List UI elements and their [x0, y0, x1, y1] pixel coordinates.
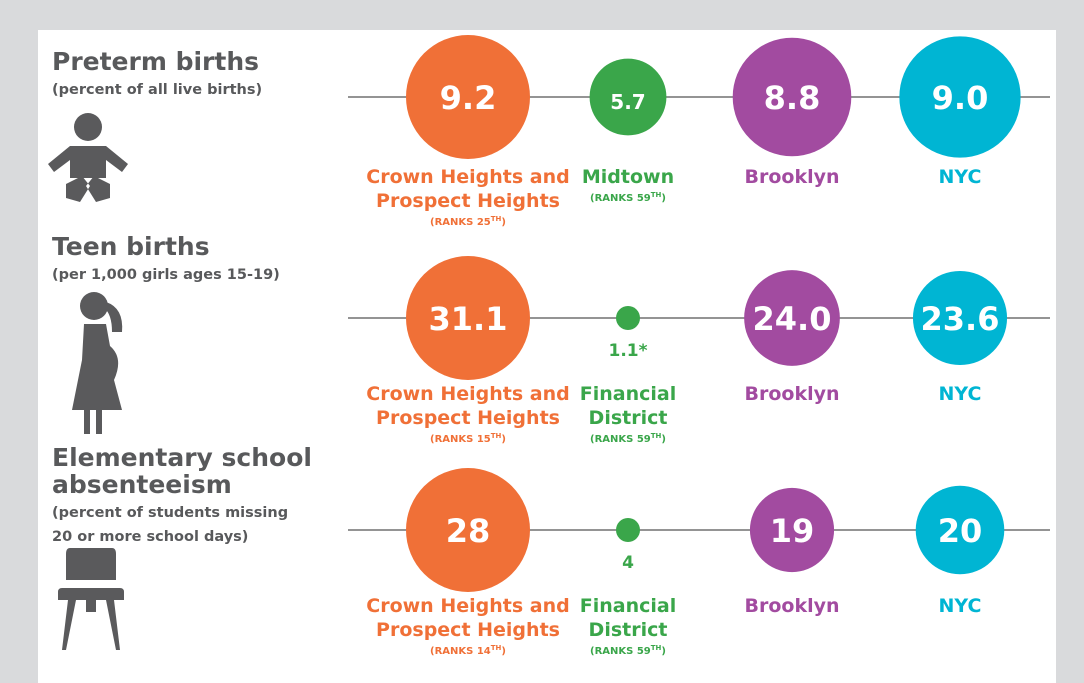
rank-sup: TH — [651, 644, 662, 652]
place-name: District — [589, 407, 668, 429]
rank-end: ) — [661, 193, 666, 204]
rank-sup: TH — [651, 191, 662, 199]
place-name: Financial — [580, 595, 676, 617]
pregnant-icon — [72, 292, 123, 434]
section-title: Preterm births — [52, 47, 259, 76]
value-label: 23.6 — [921, 300, 1000, 338]
place-name: NYC — [939, 595, 982, 617]
rank-text: (RANKS 25 — [430, 217, 491, 228]
place-name: Prospect Heights — [376, 619, 560, 641]
place-name: Prospect Heights — [376, 407, 560, 429]
rank-sup: TH — [651, 432, 662, 440]
place-name: Brooklyn — [744, 595, 839, 617]
section-subtitle: (percent of all live births) — [52, 82, 262, 98]
rank-text: (RANKS 59 — [590, 434, 651, 445]
place-name: Crown Heights and — [366, 595, 569, 617]
rank-text: (RANKS 14 — [430, 646, 491, 657]
chair-icon — [58, 548, 124, 650]
rank-text: (RANKS 59 — [590, 646, 651, 657]
section-subtitle: (per 1,000 girls ages 15-19) — [52, 267, 280, 283]
rank-label: (RANKS 59TH) — [590, 191, 666, 204]
place-name: Brooklyn — [744, 166, 839, 188]
value-label: 4 — [622, 553, 634, 573]
value-label: 8.8 — [764, 79, 821, 117]
place-name: NYC — [939, 383, 982, 405]
value-label: 9.2 — [440, 79, 497, 117]
value-label: 1.1* — [608, 341, 647, 361]
value-circle — [589, 58, 667, 136]
value-circle — [899, 36, 1021, 158]
value-circle — [912, 270, 1008, 366]
value-circle — [616, 518, 640, 542]
rank-end: ) — [661, 646, 666, 657]
section-subtitle: (percent of students missing — [52, 505, 288, 521]
rank-sup: TH — [491, 215, 502, 223]
place-name: Crown Heights and — [366, 383, 569, 405]
value-circle — [406, 35, 530, 159]
place-name: Financial — [580, 383, 676, 405]
rank-sup: TH — [491, 644, 502, 652]
section-subtitle: 20 or more school days) — [52, 529, 248, 545]
value-label: 5.7 — [610, 90, 645, 114]
rank-label: (RANKS 14TH) — [430, 644, 506, 657]
rank-label: (RANKS 59TH) — [590, 432, 666, 445]
rank-end: ) — [501, 217, 506, 228]
value-circle — [406, 468, 530, 592]
place-name: Crown Heights and — [366, 166, 569, 188]
value-circle — [915, 485, 1005, 575]
value-circle — [744, 270, 840, 366]
rank-text: (RANKS 15 — [430, 434, 491, 445]
value-label: 9.0 — [932, 79, 989, 117]
value-label: 24.0 — [753, 300, 832, 338]
section-title: absenteeism — [52, 470, 232, 499]
place-name: Prospect Heights — [376, 190, 560, 212]
section-title: Teen births — [52, 232, 210, 261]
rank-label: (RANKS 15TH) — [430, 432, 506, 445]
value-circle — [749, 487, 835, 573]
section-title: Elementary school — [52, 443, 312, 472]
value-circle — [616, 306, 640, 330]
place-name: Midtown — [582, 166, 674, 188]
rank-sup: TH — [491, 432, 502, 440]
place-name: District — [589, 619, 668, 641]
rank-end: ) — [501, 434, 506, 445]
value-circle — [406, 256, 530, 380]
rank-end: ) — [661, 434, 666, 445]
value-label: 19 — [770, 512, 815, 550]
value-circle — [732, 37, 852, 157]
rank-end: ) — [501, 646, 506, 657]
rank-label: (RANKS 25TH) — [430, 215, 506, 228]
value-label: 31.1 — [429, 300, 508, 338]
value-label: 20 — [938, 512, 983, 550]
rank-text: (RANKS 59 — [590, 193, 651, 204]
value-label: 28 — [446, 512, 491, 550]
panel — [38, 30, 1056, 683]
place-name: Brooklyn — [744, 383, 839, 405]
baby-icon — [48, 113, 128, 202]
rank-label: (RANKS 59TH) — [590, 644, 666, 657]
place-name: NYC — [939, 166, 982, 188]
